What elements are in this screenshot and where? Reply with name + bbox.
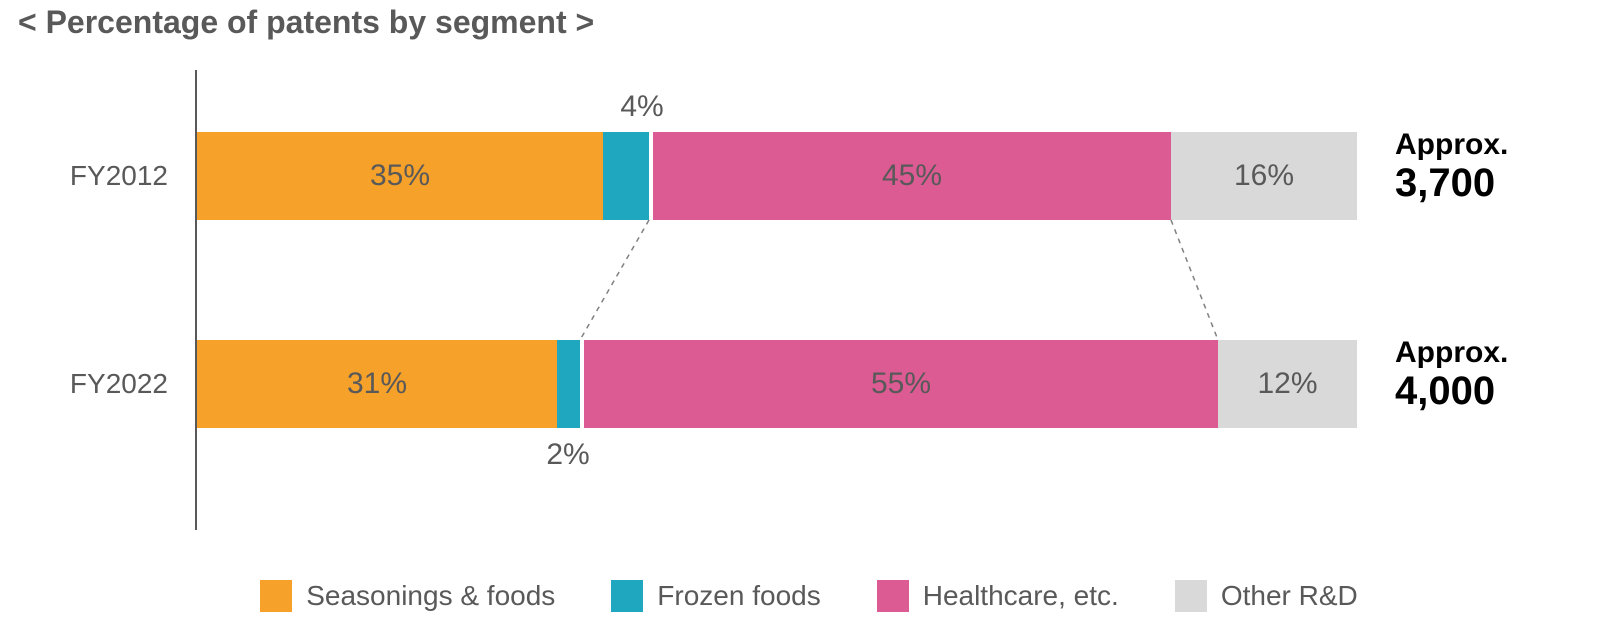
legend-label: Frozen foods: [657, 580, 820, 612]
chart-title: < Percentage of patents by segment >: [18, 4, 594, 41]
legend: Seasonings & foods Frozen foods Healthca…: [0, 580, 1618, 612]
total-prefix: Approx.: [1395, 336, 1508, 369]
row-label-fy2022: FY2022: [18, 368, 168, 400]
legend-item-other: Other R&D: [1175, 580, 1358, 612]
legend-item-frozen: Frozen foods: [611, 580, 820, 612]
legend-label: Seasonings & foods: [306, 580, 555, 612]
swatch-frozen: [611, 580, 643, 612]
seg-label: 55%: [871, 367, 931, 401]
seg-fy2022-healthcare: 55%: [580, 340, 1218, 428]
seg-label: 31%: [347, 367, 407, 401]
callout-fy2022-frozen: 2%: [538, 438, 598, 472]
seg-fy2022-other: 12%: [1218, 340, 1357, 428]
legend-label: Other R&D: [1221, 580, 1358, 612]
legend-item-seasonings: Seasonings & foods: [260, 580, 555, 612]
legend-item-healthcare: Healthcare, etc.: [877, 580, 1119, 612]
seg-fy2022-frozen: [557, 340, 580, 428]
seg-fy2022-seasonings: 31%: [197, 340, 557, 428]
legend-label: Healthcare, etc.: [923, 580, 1119, 612]
bar-row-fy2022: 31% 55% 12%: [197, 340, 1357, 428]
swatch-other: [1175, 580, 1207, 612]
total-value: 4,000: [1395, 369, 1508, 413]
seg-label: 12%: [1257, 367, 1317, 401]
swatch-healthcare: [877, 580, 909, 612]
total-fy2022: Approx. 4,000: [1395, 336, 1508, 413]
swatch-seasonings: [260, 580, 292, 612]
connector-healthcare-start: [0, 70, 1618, 570]
